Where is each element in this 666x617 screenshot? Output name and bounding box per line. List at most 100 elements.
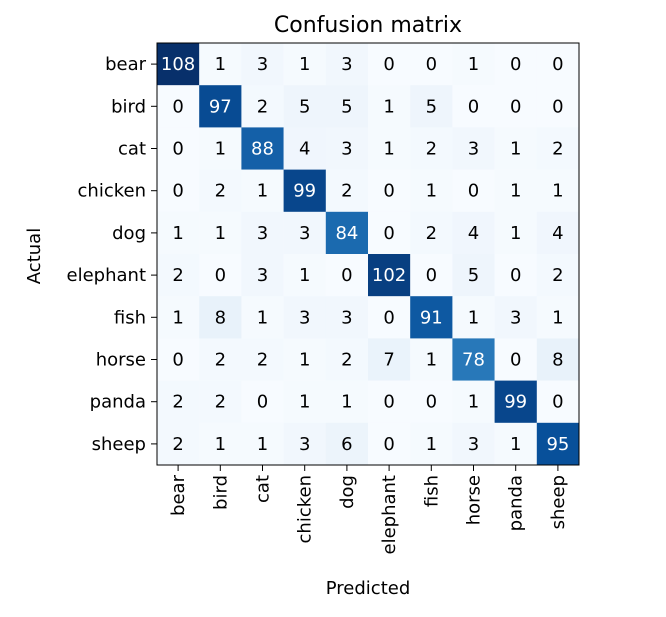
cell-value-label: 0 bbox=[468, 96, 479, 117]
heatmap-cell bbox=[536, 338, 580, 381]
heatmap-cell bbox=[283, 380, 326, 423]
cell-value-label: 5 bbox=[468, 265, 479, 286]
heatmap-cell bbox=[199, 338, 242, 381]
heatmap-cell bbox=[494, 338, 537, 381]
cell-value-label: 2 bbox=[426, 223, 437, 244]
cell-value-label: 0 bbox=[510, 265, 521, 286]
cell-value-label: 1 bbox=[552, 307, 563, 328]
heatmap-cell bbox=[283, 296, 326, 339]
heatmap-cell bbox=[241, 380, 284, 423]
cell-value-label: 3 bbox=[341, 54, 352, 75]
cell-value-label: 2 bbox=[172, 265, 183, 286]
cell-value-label: 1 bbox=[383, 139, 394, 160]
heatmap-cell bbox=[410, 169, 453, 212]
cell-value-label: 2 bbox=[426, 139, 437, 160]
heatmap-cell bbox=[410, 254, 453, 297]
y-tick-label: chicken bbox=[78, 181, 146, 202]
heatmap-cell bbox=[325, 380, 369, 423]
heatmap-cell bbox=[157, 211, 200, 255]
heatmap-cell bbox=[241, 169, 284, 212]
heatmap-cell bbox=[199, 43, 242, 86]
heatmap-cell bbox=[283, 169, 326, 212]
y-tick-label: elephant bbox=[67, 265, 146, 286]
x-axis-ticks: bear bird cat chicken dog elephant fish horse pa… bbox=[168, 465, 569, 554]
cell-value-label: 1 bbox=[468, 54, 479, 75]
cell-value-label: 0 bbox=[552, 96, 563, 117]
cell-value-label: 8 bbox=[552, 350, 563, 371]
cell-value-label: 1 bbox=[172, 307, 183, 328]
y-tick-label: fish bbox=[114, 307, 146, 328]
heatmap-cell bbox=[241, 43, 284, 86]
cell-value-label: 4 bbox=[468, 223, 479, 244]
heatmap-cell bbox=[241, 85, 284, 128]
cell-value-label: 1 bbox=[215, 434, 226, 455]
heatmap-cell bbox=[368, 380, 411, 423]
heatmap-cell bbox=[536, 380, 580, 423]
cell-value-label: 1 bbox=[426, 181, 437, 202]
heatmap-cell bbox=[452, 254, 495, 297]
cell-value-label: 6 bbox=[341, 434, 352, 455]
x-tick-label: cat bbox=[253, 475, 274, 503]
heatmap-cell bbox=[368, 85, 411, 128]
cell-value-label: 5 bbox=[299, 96, 310, 117]
cell-value-label: 1 bbox=[468, 307, 479, 328]
cell-value-label: 4 bbox=[552, 223, 563, 244]
cell-value-label: 2 bbox=[257, 350, 268, 371]
cell-value-label: 2 bbox=[341, 350, 352, 371]
cell-value-label: 1 bbox=[426, 434, 437, 455]
cell-value-label: 1 bbox=[299, 54, 310, 75]
heatmap-cell bbox=[536, 422, 580, 466]
heatmap-cell bbox=[157, 296, 200, 339]
x-tick-label: horse bbox=[464, 475, 485, 525]
cell-value-label: 4 bbox=[299, 139, 310, 160]
cell-value-label: 0 bbox=[383, 223, 394, 244]
cell-value-label: 1 bbox=[257, 307, 268, 328]
cell-value-label: 1 bbox=[341, 392, 352, 413]
cell-value-label: 1 bbox=[552, 181, 563, 202]
heatmap-cell bbox=[494, 43, 537, 86]
cell-value-label: 84 bbox=[335, 223, 358, 244]
x-tick-label: bird bbox=[210, 475, 231, 510]
cell-value-label: 97 bbox=[209, 96, 232, 117]
heatmap-cell bbox=[157, 85, 200, 128]
heatmap-cell bbox=[410, 85, 453, 128]
heatmap-cell bbox=[494, 127, 537, 170]
cell-value-label: 1 bbox=[172, 223, 183, 244]
heatmap-cell bbox=[283, 127, 326, 170]
heatmap-cell bbox=[536, 169, 580, 212]
cell-value-label: 1 bbox=[299, 350, 310, 371]
heatmap-cell bbox=[536, 127, 580, 170]
cell-value-label: 1 bbox=[299, 392, 310, 413]
cell-value-label: 3 bbox=[341, 307, 352, 328]
cell-value-label: 0 bbox=[172, 96, 183, 117]
cell-value-label: 1 bbox=[257, 434, 268, 455]
heatmap-cell bbox=[452, 85, 495, 128]
heatmap-cell bbox=[368, 296, 411, 339]
cell-value-label: 8 bbox=[215, 307, 226, 328]
y-tick-label: bird bbox=[111, 96, 146, 117]
heatmap-cell bbox=[536, 211, 580, 255]
heatmap-cell bbox=[494, 169, 537, 212]
heatmap-cell bbox=[368, 338, 411, 381]
heatmap-cell bbox=[452, 127, 495, 170]
x-tick-label: elephant bbox=[379, 475, 400, 554]
y-tick-label: cat bbox=[118, 139, 146, 160]
heatmap-cell bbox=[157, 43, 200, 86]
y-tick-label: panda bbox=[90, 392, 146, 413]
x-tick-label: panda bbox=[506, 475, 527, 531]
cell-value-label: 102 bbox=[372, 265, 406, 286]
heatmap-cell bbox=[494, 422, 537, 466]
cell-value-label: 0 bbox=[552, 392, 563, 413]
cell-value-label: 3 bbox=[257, 223, 268, 244]
plot-border bbox=[156, 42, 580, 466]
heatmap-cell bbox=[157, 380, 200, 423]
heatmap-cell bbox=[325, 254, 369, 297]
heatmap-cell bbox=[157, 169, 200, 212]
cell-value-label: 3 bbox=[299, 434, 310, 455]
heatmap-cell bbox=[325, 43, 369, 86]
cell-value-label: 91 bbox=[420, 307, 443, 328]
cell-value-label: 1 bbox=[215, 54, 226, 75]
cell-value-label: 0 bbox=[172, 181, 183, 202]
cell-value-label: 3 bbox=[510, 307, 521, 328]
cell-value-label: 1 bbox=[426, 350, 437, 371]
